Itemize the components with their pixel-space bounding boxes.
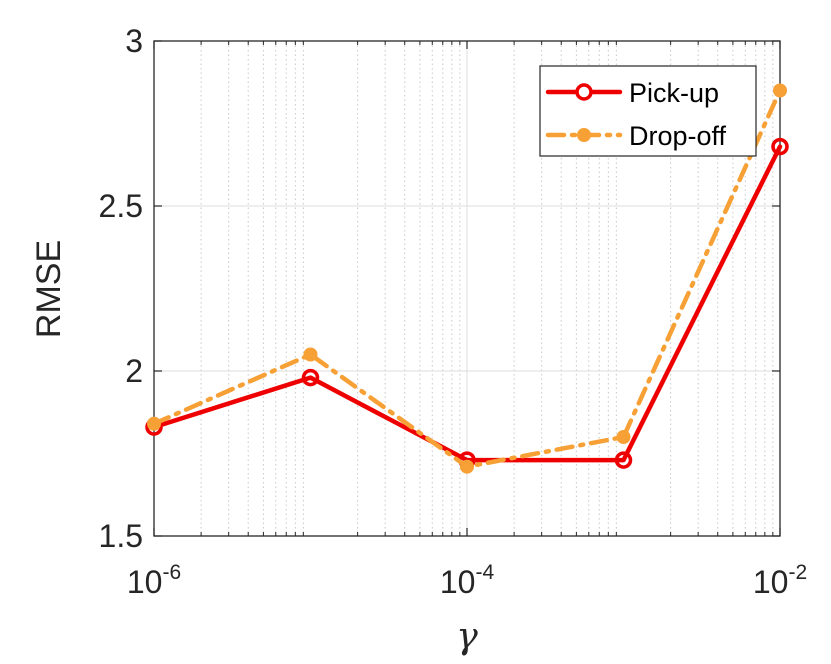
drop-off-point — [303, 347, 318, 362]
drop-off-point — [616, 430, 631, 444]
x-axis-label: γ — [456, 616, 478, 657]
legend-label-drop-off: Drop-off — [629, 121, 727, 151]
y-tick-label: 2 — [125, 353, 143, 389]
pick-up-point — [301, 368, 320, 387]
x-tick-label: 10-2 — [753, 561, 807, 600]
y-tick-label: 3 — [125, 23, 143, 59]
series-layer — [145, 83, 789, 474]
drop-off-point — [460, 459, 474, 474]
x-tick-labels: 10-6 10-4 10-2 — [127, 561, 807, 600]
pick-up-point — [771, 137, 789, 156]
legend-box — [539, 65, 757, 157]
x-tick-label: 10-4 — [440, 561, 495, 600]
legend-marker-pick-up — [575, 83, 593, 101]
y-tick-labels: 1.5 2 2.5 3 — [99, 23, 143, 554]
drop-off-point — [773, 83, 787, 98]
y-tick-label: 2.5 — [99, 188, 143, 224]
legend: Pick-up Drop-off — [539, 65, 757, 157]
y-axis-label: RMSE — [30, 240, 68, 338]
drop-off-point — [147, 416, 161, 431]
pick-up-point — [614, 451, 633, 469]
legend-marker-drop-off — [577, 128, 591, 142]
axis-ticks — [153, 40, 781, 537]
x-tick-label: 10-6 — [127, 561, 181, 600]
y-tick-label: 1.5 — [99, 518, 143, 554]
legend-label-pick-up: Pick-up — [629, 78, 719, 108]
